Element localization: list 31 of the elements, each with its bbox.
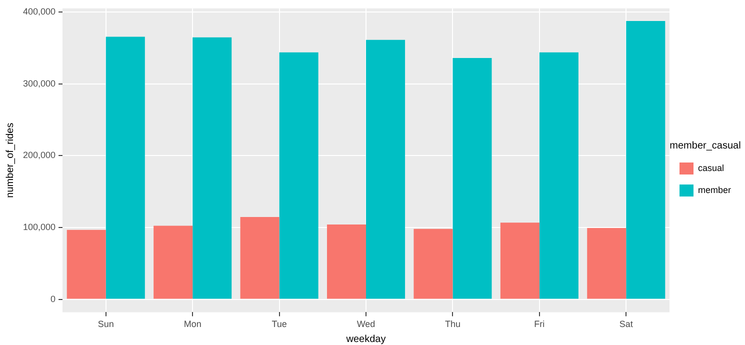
y-tick-label: 100,000 xyxy=(22,222,56,232)
bar xyxy=(414,228,453,299)
bar xyxy=(626,21,666,299)
x-tick-label: Sun xyxy=(98,319,114,330)
bar xyxy=(192,37,232,299)
legend-title: member_casual xyxy=(670,140,741,152)
bar xyxy=(66,230,106,299)
y-axis-title: number_of_rides xyxy=(4,122,16,198)
bar xyxy=(154,226,193,299)
x-tick-label: Wed xyxy=(356,319,376,330)
bar xyxy=(452,58,492,299)
bar xyxy=(240,216,280,299)
y-tick-label: 400,000 xyxy=(22,6,56,16)
y-tick-label: 300,000 xyxy=(22,78,56,88)
y-tick-label: 0 xyxy=(50,294,56,304)
legend-label: member xyxy=(698,184,732,195)
x-tick-label: Mon xyxy=(184,319,202,330)
x-tick-label: Thu xyxy=(444,319,460,330)
bar xyxy=(500,222,540,299)
bar xyxy=(539,52,578,299)
x-tick-label: Sat xyxy=(619,319,634,330)
bar xyxy=(279,52,318,299)
x-tick-label: Fri xyxy=(534,319,545,330)
bar xyxy=(366,40,406,299)
y-tick-label: 200,000 xyxy=(22,150,56,160)
bar xyxy=(587,228,626,299)
x-tick-label: Tue xyxy=(272,319,287,330)
bar xyxy=(106,36,145,299)
legend-label: casual xyxy=(698,162,724,173)
x-axis-title: weekday xyxy=(345,334,386,345)
bar xyxy=(326,224,366,299)
